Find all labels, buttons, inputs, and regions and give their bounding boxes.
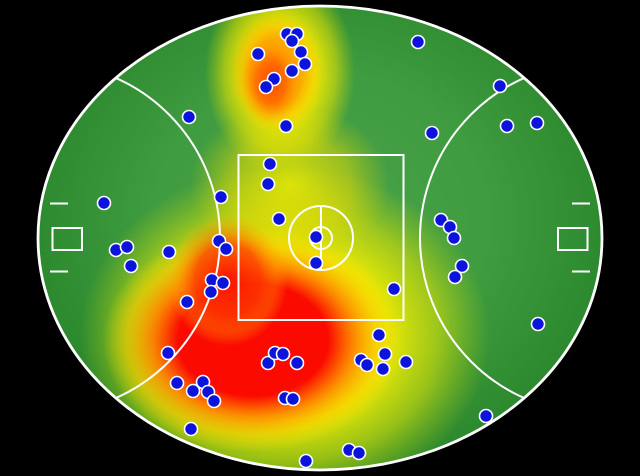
event-point: [298, 453, 314, 469]
event-point: [289, 355, 305, 371]
event-point: [160, 345, 176, 361]
event-point: [215, 275, 231, 291]
event-point: [185, 383, 201, 399]
event-point: [424, 125, 440, 141]
event-point: [359, 357, 375, 373]
event-point: [250, 46, 266, 62]
event-point: [262, 156, 278, 172]
event-point: [285, 391, 301, 407]
event-point: [308, 255, 324, 271]
event-point: [377, 346, 393, 362]
event-point: [530, 316, 546, 332]
event-point: [375, 361, 391, 377]
event-point: [258, 79, 274, 95]
event-point: [297, 56, 313, 72]
event-point: [119, 239, 135, 255]
event-point: [308, 229, 324, 245]
event-points: [96, 26, 546, 469]
event-point: [293, 44, 309, 60]
event-point: [179, 294, 195, 310]
event-point: [454, 258, 470, 274]
goal-square-right: [557, 227, 589, 251]
event-point: [478, 408, 494, 424]
event-point: [271, 211, 287, 227]
goal-square-left: [51, 227, 83, 251]
centre-square: [237, 154, 405, 321]
event-point: [206, 393, 222, 409]
event-point: [161, 244, 177, 260]
event-point: [371, 327, 387, 343]
event-point: [218, 241, 234, 257]
event-point: [260, 355, 276, 371]
event-point: [447, 269, 463, 285]
event-point: [446, 230, 462, 246]
event-point: [386, 281, 402, 297]
event-point: [284, 33, 300, 49]
event-point: [213, 189, 229, 205]
event-point: [275, 346, 291, 362]
event-point: [203, 284, 219, 300]
event-point: [169, 375, 185, 391]
event-point: [183, 421, 199, 437]
event-point: [181, 109, 197, 125]
event-point: [499, 118, 515, 134]
event-point: [351, 445, 367, 461]
event-point: [529, 115, 545, 131]
event-point: [398, 354, 414, 370]
event-point: [96, 195, 112, 211]
event-point: [284, 63, 300, 79]
event-point: [410, 34, 426, 50]
event-point: [260, 176, 276, 192]
event-point: [278, 118, 294, 134]
event-point: [492, 78, 508, 94]
boundary-line: [36, 4, 604, 472]
event-point: [123, 258, 139, 274]
